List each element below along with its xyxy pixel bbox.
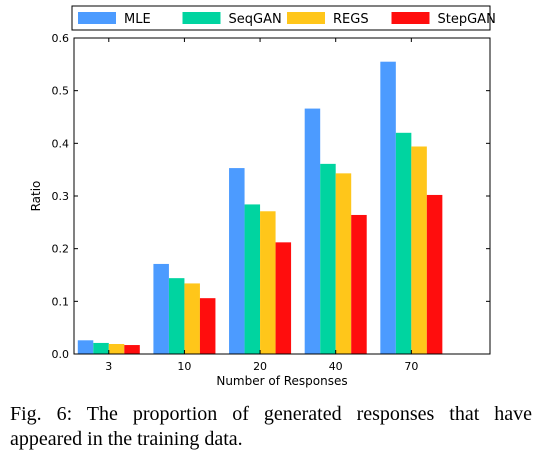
bar-seqgan-70 <box>395 132 412 354</box>
bar-seqgan-20 <box>244 204 261 354</box>
bar-stepgan-40 <box>351 214 367 354</box>
x-tick-label: 70 <box>404 360 418 373</box>
bar-regs-40 <box>335 173 352 354</box>
bar-regs-3 <box>108 343 125 354</box>
x-axis: 3 10 20 40 70 <box>105 38 418 373</box>
bar-mle-10 <box>153 263 169 354</box>
caption-line-1: Fig. 6: The proportion of generated resp… <box>10 403 532 425</box>
caption-line-2: appeared in the training data. <box>10 428 243 450</box>
bar-stepgan-20 <box>275 242 292 354</box>
bar-mle-70 <box>380 61 396 354</box>
bar-seqgan-40 <box>320 163 336 354</box>
legend-label-regs: REGS <box>333 12 369 27</box>
bar-regs-70 <box>411 146 427 354</box>
bar-stepgan-3 <box>124 345 140 354</box>
bar-regs-20 <box>260 211 276 354</box>
legend-label-mle: MLE <box>124 12 151 27</box>
bar-mle-40 <box>304 108 321 354</box>
y-tick-label: 0.2 <box>52 243 70 256</box>
legend-swatch-seqgan <box>182 12 221 24</box>
bar-seqgan-3 <box>93 342 109 354</box>
x-axis-label: Number of Responses <box>216 374 347 388</box>
x-tick-label: 40 <box>329 360 343 373</box>
y-axis-label: Ratio <box>29 181 43 212</box>
y-tick-label: 0.1 <box>52 295 70 308</box>
chart-legend: MLE SeqGAN REGS StepGAN <box>71 5 496 31</box>
bar-chart: MLE SeqGAN REGS StepGAN 0.00.10.20.30.40.50… <box>29 5 496 388</box>
legend-label-stepgan: StepGAN <box>438 12 496 27</box>
bar-regs-10 <box>184 283 200 354</box>
bar-mle-3 <box>77 340 94 354</box>
y-tick-label: 0.0 <box>52 348 70 361</box>
bar-seqgan-10 <box>168 278 185 354</box>
figure-caption: Fig. 6: The proportion of generated resp… <box>10 402 532 452</box>
y-tick-label: 0.5 <box>52 85 70 98</box>
bar-stepgan-10 <box>199 298 216 354</box>
x-tick-label: 20 <box>253 360 267 373</box>
legend-swatch-mle <box>78 12 116 24</box>
y-tick-label: 0.3 <box>52 190 70 203</box>
legend-swatch-regs <box>287 12 325 24</box>
legend-swatch-stepgan <box>391 12 430 24</box>
bar-group <box>77 61 443 354</box>
bar-mle-20 <box>229 168 245 354</box>
bar-stepgan-70 <box>426 194 443 354</box>
y-tick-label: 0.6 <box>52 32 70 45</box>
legend-label-seqgan: SeqGAN <box>229 12 282 27</box>
x-tick-label: 3 <box>105 360 112 373</box>
x-tick-label: 10 <box>177 360 191 373</box>
y-tick-label: 0.4 <box>52 137 70 150</box>
y-axis: 0.0 0.1 0.2 0.3 0.4 0.5 0.6 <box>52 32 490 361</box>
